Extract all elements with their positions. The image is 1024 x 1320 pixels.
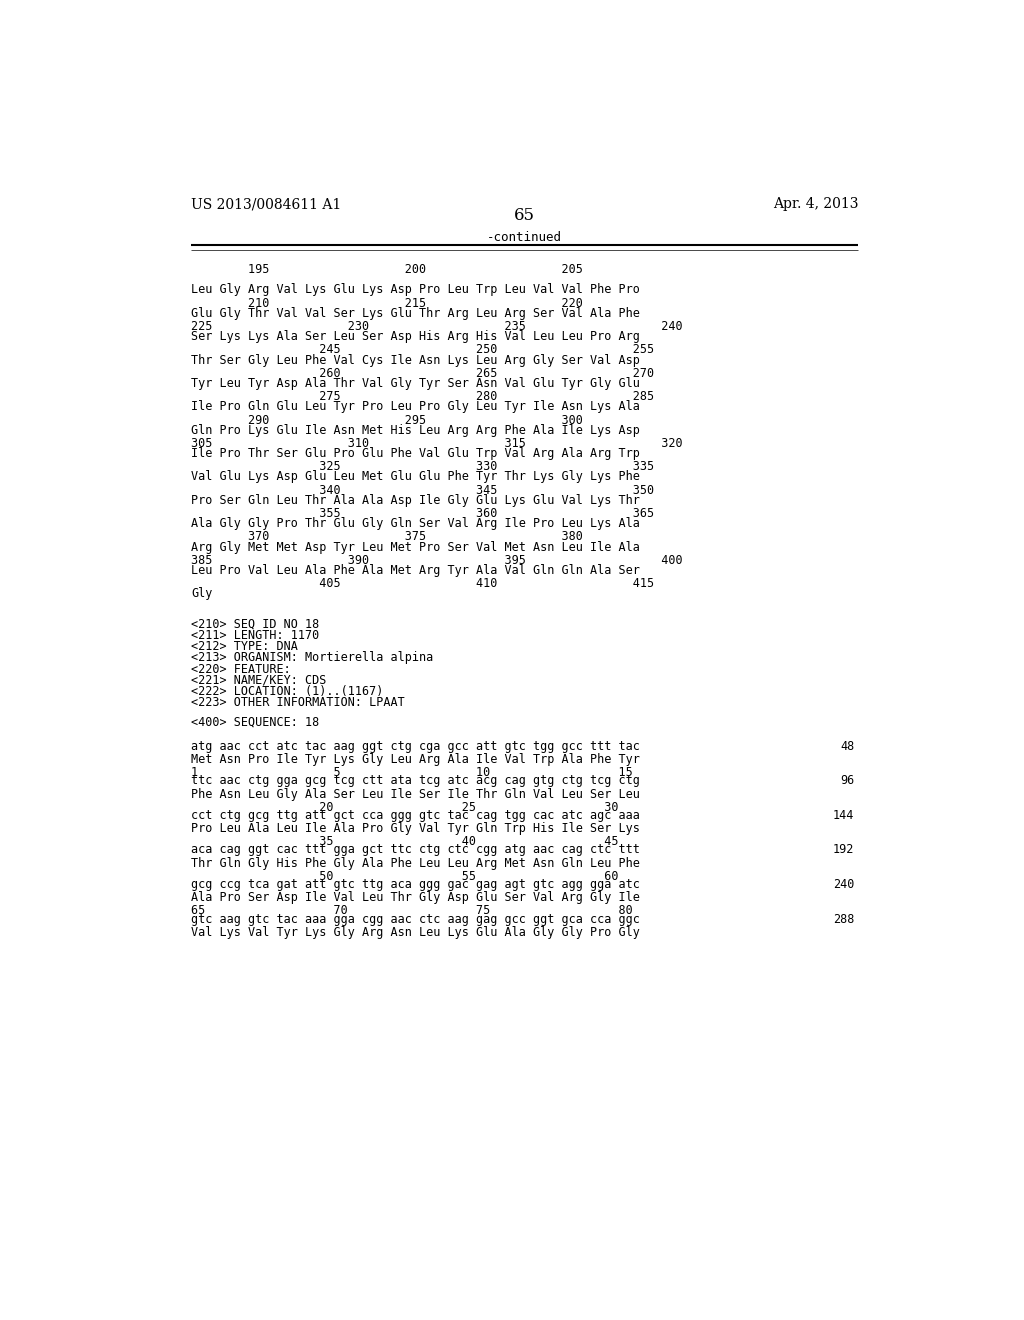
Text: Ser Lys Lys Ala Ser Leu Ser Asp His Arg His Val Leu Leu Pro Arg: Ser Lys Lys Ala Ser Leu Ser Asp His Arg … xyxy=(191,330,640,343)
Text: 50                  55                  60: 50 55 60 xyxy=(191,870,618,883)
Text: 275                   280                   285: 275 280 285 xyxy=(191,391,654,403)
Text: Met Asn Pro Ile Tyr Lys Gly Leu Arg Ala Ile Val Trp Ala Phe Tyr: Met Asn Pro Ile Tyr Lys Gly Leu Arg Ala … xyxy=(191,752,640,766)
Text: 260                   265                   270: 260 265 270 xyxy=(191,367,654,380)
Text: <220> FEATURE:: <220> FEATURE: xyxy=(191,663,291,676)
Text: 195                   200                   205: 195 200 205 xyxy=(191,263,584,276)
Text: <222> LOCATION: (1)..(1167): <222> LOCATION: (1)..(1167) xyxy=(191,685,384,698)
Text: 370                   375                   380: 370 375 380 xyxy=(191,531,584,544)
Text: Leu Gly Arg Val Lys Glu Lys Asp Pro Leu Trp Leu Val Val Phe Pro: Leu Gly Arg Val Lys Glu Lys Asp Pro Leu … xyxy=(191,284,640,297)
Text: Val Lys Val Tyr Lys Gly Arg Asn Leu Lys Glu Ala Gly Gly Pro Gly: Val Lys Val Tyr Lys Gly Arg Asn Leu Lys … xyxy=(191,925,640,939)
Text: Ala Pro Ser Asp Ile Val Leu Thr Gly Asp Glu Ser Val Arg Gly Ile: Ala Pro Ser Asp Ile Val Leu Thr Gly Asp … xyxy=(191,891,640,904)
Text: 225                   230                   235                   240: 225 230 235 240 xyxy=(191,319,683,333)
Text: Val Glu Lys Asp Glu Leu Met Glu Glu Phe Tyr Thr Lys Gly Lys Phe: Val Glu Lys Asp Glu Leu Met Glu Glu Phe … xyxy=(191,470,640,483)
Text: Tyr Leu Tyr Asp Ala Thr Val Gly Tyr Ser Asn Val Glu Tyr Gly Glu: Tyr Leu Tyr Asp Ala Thr Val Gly Tyr Ser … xyxy=(191,378,640,389)
Text: <210> SEQ ID NO 18: <210> SEQ ID NO 18 xyxy=(191,618,319,631)
Text: 65                  70                  75                  80: 65 70 75 80 xyxy=(191,904,633,917)
Text: 192: 192 xyxy=(833,843,854,857)
Text: 240: 240 xyxy=(833,878,854,891)
Text: gtc aag gtc tac aaa gga cgg aac ctc aag gag gcc ggt gca cca ggc: gtc aag gtc tac aaa gga cgg aac ctc aag … xyxy=(191,912,640,925)
Text: US 2013/0084611 A1: US 2013/0084611 A1 xyxy=(191,197,342,211)
Text: Phe Asn Leu Gly Ala Ser Leu Ile Ser Ile Thr Gln Val Leu Ser Leu: Phe Asn Leu Gly Ala Ser Leu Ile Ser Ile … xyxy=(191,788,640,800)
Text: Leu Pro Val Leu Ala Phe Ala Met Arg Tyr Ala Val Gln Gln Ala Ser: Leu Pro Val Leu Ala Phe Ala Met Arg Tyr … xyxy=(191,564,640,577)
Text: aca cag ggt cac ttt gga gct ttc ctg ctc cgg atg aac cag ctc ttt: aca cag ggt cac ttt gga gct ttc ctg ctc … xyxy=(191,843,640,857)
Text: Pro Ser Gln Leu Thr Ala Ala Asp Ile Gly Glu Lys Glu Val Lys Thr: Pro Ser Gln Leu Thr Ala Ala Asp Ile Gly … xyxy=(191,494,640,507)
Text: gcg ccg tca gat att gtc ttg aca ggg gac gag agt gtc agg gga atc: gcg ccg tca gat att gtc ttg aca ggg gac … xyxy=(191,878,640,891)
Text: 210                   215                   220: 210 215 220 xyxy=(191,297,584,310)
Text: <213> ORGANISM: Mortierella alpina: <213> ORGANISM: Mortierella alpina xyxy=(191,651,434,664)
Text: Glu Gly Thr Val Val Ser Lys Glu Thr Arg Leu Arg Ser Val Ala Phe: Glu Gly Thr Val Val Ser Lys Glu Thr Arg … xyxy=(191,306,640,319)
Text: atg aac cct atc tac aag ggt ctg cga gcc att gtc tgg gcc ttt tac: atg aac cct atc tac aag ggt ctg cga gcc … xyxy=(191,739,640,752)
Text: 288: 288 xyxy=(833,912,854,925)
Text: 325                   330                   335: 325 330 335 xyxy=(191,461,654,474)
Text: 340                   345                   350: 340 345 350 xyxy=(191,483,654,496)
Text: Thr Gln Gly His Phe Gly Ala Phe Leu Leu Arg Met Asn Gln Leu Phe: Thr Gln Gly His Phe Gly Ala Phe Leu Leu … xyxy=(191,857,640,870)
Text: 305                   310                   315                   320: 305 310 315 320 xyxy=(191,437,683,450)
Text: 35                  40                  45: 35 40 45 xyxy=(191,836,618,849)
Text: Arg Gly Met Met Asp Tyr Leu Met Pro Ser Val Met Asn Leu Ile Ala: Arg Gly Met Met Asp Tyr Leu Met Pro Ser … xyxy=(191,541,640,553)
Text: 96: 96 xyxy=(840,775,854,787)
Text: <212> TYPE: DNA: <212> TYPE: DNA xyxy=(191,640,298,653)
Text: ttc aac ctg gga gcg tcg ctt ata tcg atc acg cag gtg ctg tcg ctg: ttc aac ctg gga gcg tcg ctt ata tcg atc … xyxy=(191,775,640,787)
Text: 355                   360                   365: 355 360 365 xyxy=(191,507,654,520)
Text: Ile Pro Thr Ser Glu Pro Glu Phe Val Glu Trp Val Arg Ala Arg Trp: Ile Pro Thr Ser Glu Pro Glu Phe Val Glu … xyxy=(191,447,640,461)
Text: <221> NAME/KEY: CDS: <221> NAME/KEY: CDS xyxy=(191,673,327,686)
Text: 405                   410                   415: 405 410 415 xyxy=(191,577,654,590)
Text: Gly: Gly xyxy=(191,587,213,601)
Text: <223> OTHER INFORMATION: LPAAT: <223> OTHER INFORMATION: LPAAT xyxy=(191,696,406,709)
Text: Gln Pro Lys Glu Ile Asn Met His Leu Arg Arg Phe Ala Ile Lys Asp: Gln Pro Lys Glu Ile Asn Met His Leu Arg … xyxy=(191,424,640,437)
Text: 20                  25                  30: 20 25 30 xyxy=(191,801,618,813)
Text: cct ctg gcg ttg att gct cca ggg gtc tac cag tgg cac atc agc aaa: cct ctg gcg ttg att gct cca ggg gtc tac … xyxy=(191,809,640,822)
Text: <211> LENGTH: 1170: <211> LENGTH: 1170 xyxy=(191,630,319,642)
Text: Ala Gly Gly Pro Thr Glu Gly Gln Ser Val Arg Ile Pro Leu Lys Ala: Ala Gly Gly Pro Thr Glu Gly Gln Ser Val … xyxy=(191,517,640,531)
Text: Apr. 4, 2013: Apr. 4, 2013 xyxy=(773,197,858,211)
Text: Ile Pro Gln Glu Leu Tyr Pro Leu Pro Gly Leu Tyr Ile Asn Lys Ala: Ile Pro Gln Glu Leu Tyr Pro Leu Pro Gly … xyxy=(191,400,640,413)
Text: 65: 65 xyxy=(514,207,536,224)
Text: 1                   5                   10                  15: 1 5 10 15 xyxy=(191,766,633,779)
Text: 385                   390                   395                   400: 385 390 395 400 xyxy=(191,554,683,566)
Text: <400> SEQUENCE: 18: <400> SEQUENCE: 18 xyxy=(191,715,319,729)
Text: 290                   295                   300: 290 295 300 xyxy=(191,413,584,426)
Text: Thr Ser Gly Leu Phe Val Cys Ile Asn Lys Leu Arg Gly Ser Val Asp: Thr Ser Gly Leu Phe Val Cys Ile Asn Lys … xyxy=(191,354,640,367)
Text: 48: 48 xyxy=(840,739,854,752)
Text: 245                   250                   255: 245 250 255 xyxy=(191,343,654,356)
Text: 144: 144 xyxy=(833,809,854,822)
Text: -continued: -continued xyxy=(487,231,562,244)
Text: Pro Leu Ala Leu Ile Ala Pro Gly Val Tyr Gln Trp His Ile Ser Lys: Pro Leu Ala Leu Ile Ala Pro Gly Val Tyr … xyxy=(191,822,640,836)
